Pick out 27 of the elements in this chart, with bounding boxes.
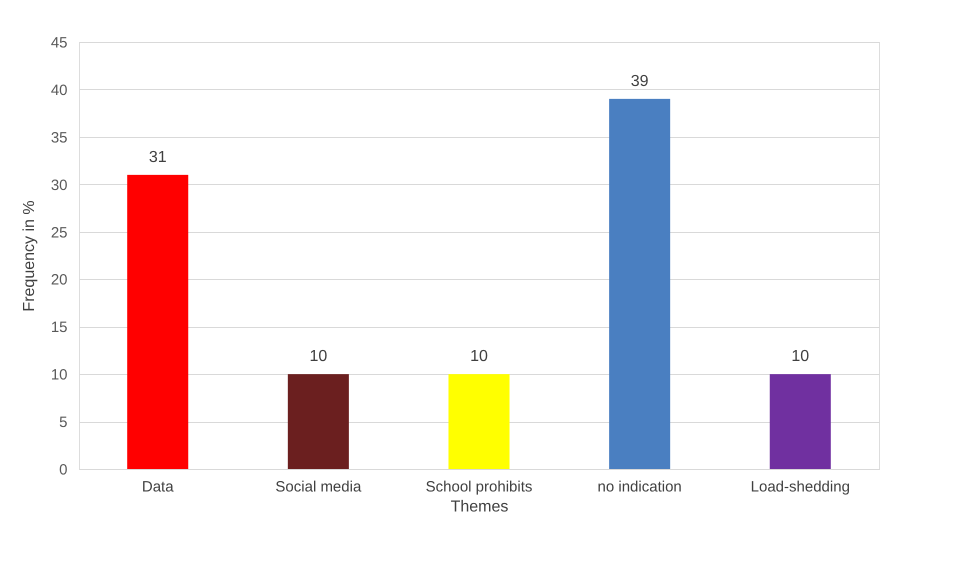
bar [770, 374, 831, 469]
y-tick-label: 10 [50, 366, 68, 384]
y-axis-title: Frequency in % [20, 200, 38, 312]
data-label: 10 [470, 348, 488, 366]
y-tick-label: 5 [59, 414, 68, 432]
data-label: 10 [791, 348, 810, 366]
y-tick-label: 30 [50, 176, 68, 194]
x-tick-label: Load-shedding [750, 478, 850, 496]
y-tick-label: 40 [50, 82, 68, 99]
bar [448, 374, 510, 469]
x-tick-label: School prohibits [426, 478, 532, 496]
y-tick-label: 0 [59, 462, 68, 478]
x-tick-label: Data [142, 478, 174, 496]
y-tick-label: 15 [50, 319, 68, 336]
x-tick-label: no indication [598, 478, 682, 496]
x-axis-title: Themes [450, 498, 508, 516]
x-tick-label: Social media [275, 478, 362, 496]
bar [609, 98, 670, 469]
data-label: 39 [630, 72, 649, 90]
data-label: 10 [309, 348, 328, 366]
bar [127, 174, 188, 469]
y-tick-label: 35 [50, 129, 68, 146]
y-tick-label: 25 [50, 224, 68, 242]
data-label: 31 [148, 148, 167, 166]
y-tick-label: 20 [50, 272, 68, 289]
y-tick-label: 45 [50, 34, 68, 52]
bar [288, 374, 349, 469]
